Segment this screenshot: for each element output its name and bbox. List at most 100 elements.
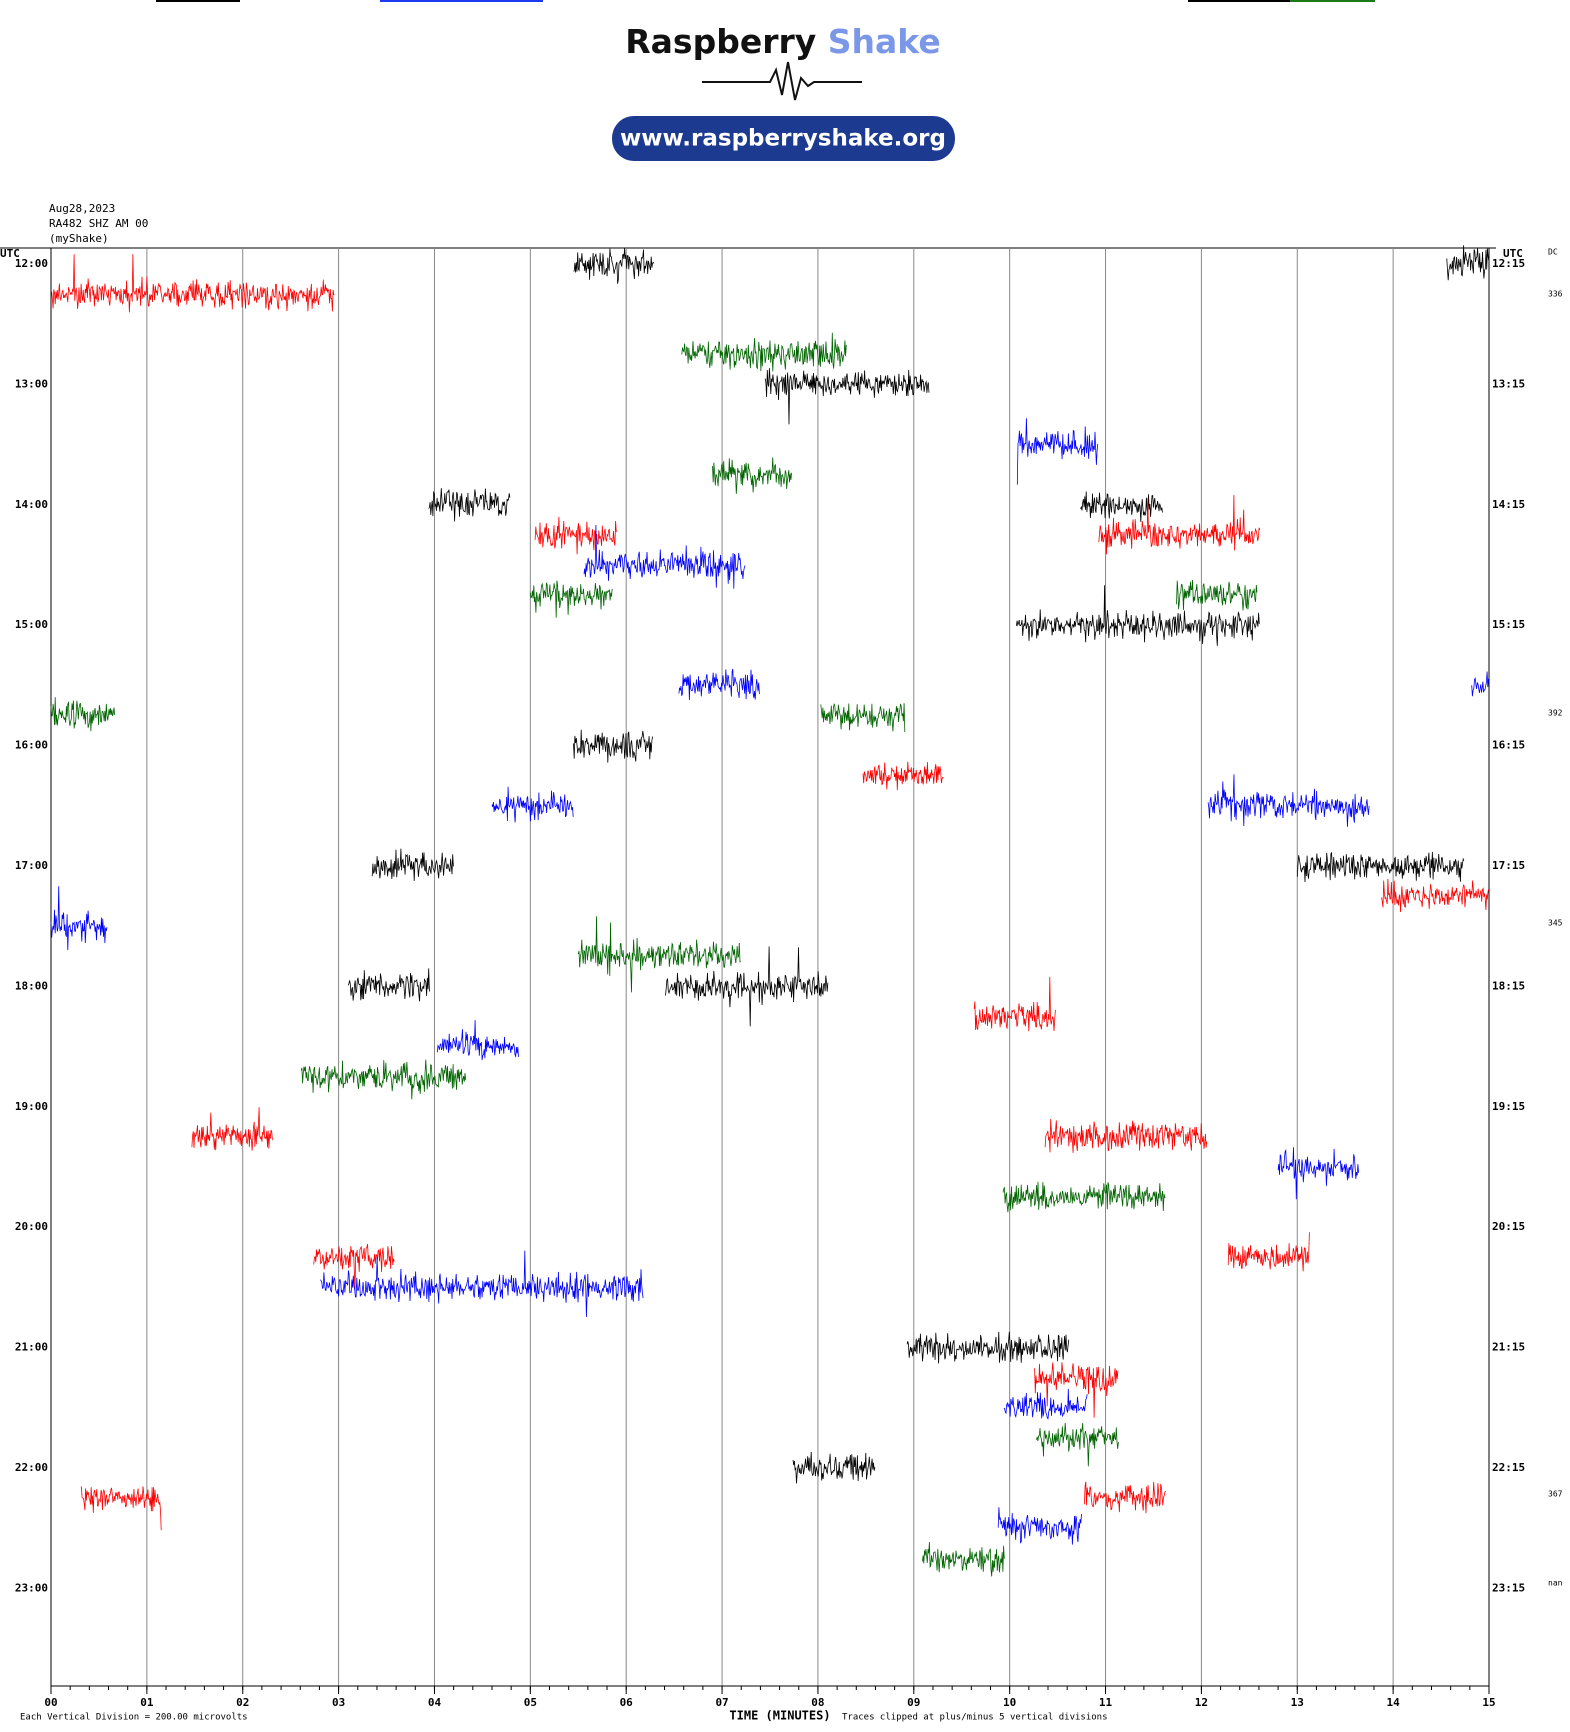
trace — [313, 1244, 395, 1293]
trace — [347, 968, 430, 1002]
trace — [1016, 418, 1099, 485]
station: RA482 SHZ AM 00 — [49, 217, 148, 230]
trace — [529, 580, 613, 618]
trace — [1277, 1147, 1359, 1200]
row-label: 12:00 — [15, 257, 48, 270]
row-label: 13:00 — [15, 377, 48, 390]
trace — [191, 1107, 273, 1151]
x-tick-label: 09 — [907, 1696, 920, 1709]
clip-note: Traces clipped at plus/minus 5 vertical … — [842, 1713, 1108, 1723]
trace — [50, 697, 116, 732]
x-tick-label: 07 — [715, 1696, 728, 1709]
trace — [922, 1541, 1005, 1577]
trace — [862, 761, 944, 791]
x-tick-label: 06 — [620, 1696, 634, 1709]
trace — [1207, 774, 1370, 827]
logo-word: Shake — [828, 22, 941, 61]
logo-wave — [702, 61, 862, 101]
x-tick-label: 08 — [811, 1696, 824, 1709]
trace — [792, 1451, 876, 1484]
logo-word: Raspberry — [625, 22, 816, 61]
side-note: 392 — [1548, 709, 1563, 718]
x-tick-label: 05 — [524, 1696, 537, 1709]
trace — [1044, 1118, 1208, 1153]
row-label: 18:15 — [1492, 979, 1525, 992]
scale-note: Each Vertical Division = 200.00 microvol… — [20, 1713, 248, 1723]
trace — [50, 254, 335, 313]
row-label: 19:15 — [1492, 1100, 1525, 1113]
row-label: 22:15 — [1492, 1461, 1525, 1474]
row-label: 16:15 — [1492, 739, 1525, 752]
trace — [573, 729, 653, 763]
row-label: 14:00 — [15, 498, 48, 511]
trace — [1446, 245, 1490, 281]
x-tick-label: 14 — [1387, 1696, 1401, 1709]
timezone: UTC — [0, 247, 20, 260]
x-tick-label: 15 — [1482, 1696, 1495, 1709]
trace — [50, 886, 108, 951]
trace — [577, 916, 741, 993]
url: www.raspberryshake.org — [620, 126, 946, 152]
trace — [583, 524, 746, 589]
row-label: 14:15 — [1492, 498, 1525, 511]
x-tick-label: 04 — [428, 1696, 442, 1709]
row-label: 13:15 — [1492, 377, 1525, 390]
row-label: 20:15 — [1492, 1220, 1525, 1233]
side-note: DC — [1548, 248, 1558, 257]
row-label: 23:15 — [1492, 1581, 1525, 1594]
x-axis-title: TIME (MINUTES) — [729, 1709, 830, 1723]
row-label: 18:00 — [15, 979, 48, 992]
trace — [764, 368, 930, 425]
trace — [491, 786, 574, 823]
trace — [371, 848, 454, 881]
row-label: 21:00 — [15, 1341, 48, 1354]
trace — [973, 976, 1056, 1032]
side-note: 367 — [1548, 1490, 1563, 1499]
date: Aug28,2023 — [49, 202, 115, 215]
row-label: 12:15 — [1492, 257, 1525, 270]
trace — [1098, 494, 1261, 555]
trace — [712, 457, 792, 494]
trace — [80, 1486, 162, 1531]
trace — [1227, 1232, 1310, 1272]
trace — [997, 1507, 1082, 1545]
trace — [678, 668, 760, 701]
trace — [573, 248, 655, 284]
trace — [1016, 585, 1260, 646]
trace — [820, 703, 906, 733]
x-tick-label: 12 — [1195, 1696, 1208, 1709]
side-note: 345 — [1548, 919, 1563, 928]
x-tick-label: 10 — [1003, 1696, 1016, 1709]
trace — [1084, 1481, 1166, 1514]
url-pill — [612, 116, 955, 161]
side-note: 336 — [1548, 290, 1563, 299]
source: (myShake) — [49, 232, 109, 245]
row-label: 21:15 — [1492, 1341, 1525, 1354]
trace — [436, 1020, 519, 1061]
trace — [1036, 1422, 1119, 1467]
trace — [665, 946, 829, 1027]
trace — [906, 1331, 1070, 1364]
x-tick-label: 00 — [44, 1696, 57, 1709]
logo-title: Raspberry Shake — [625, 22, 941, 61]
row-label: 17:15 — [1492, 859, 1525, 872]
trace — [1471, 671, 1489, 697]
trace — [300, 1059, 467, 1100]
row-label: 15:15 — [1492, 618, 1525, 631]
x-tick-label: 11 — [1099, 1696, 1113, 1709]
row-label: 19:00 — [15, 1100, 48, 1113]
row-label: 17:00 — [15, 859, 48, 872]
x-tick-label: 01 — [140, 1696, 154, 1709]
side-note: nan — [1548, 1579, 1563, 1588]
row-label: 23:00 — [15, 1581, 48, 1594]
timezone: UTC — [1503, 247, 1523, 260]
row-label: 16:00 — [15, 739, 48, 752]
trace — [1034, 1362, 1119, 1418]
trace — [1296, 851, 1465, 883]
trace — [428, 488, 511, 522]
trace — [320, 1250, 644, 1318]
x-tick-label: 03 — [332, 1696, 345, 1709]
trace — [534, 516, 617, 555]
